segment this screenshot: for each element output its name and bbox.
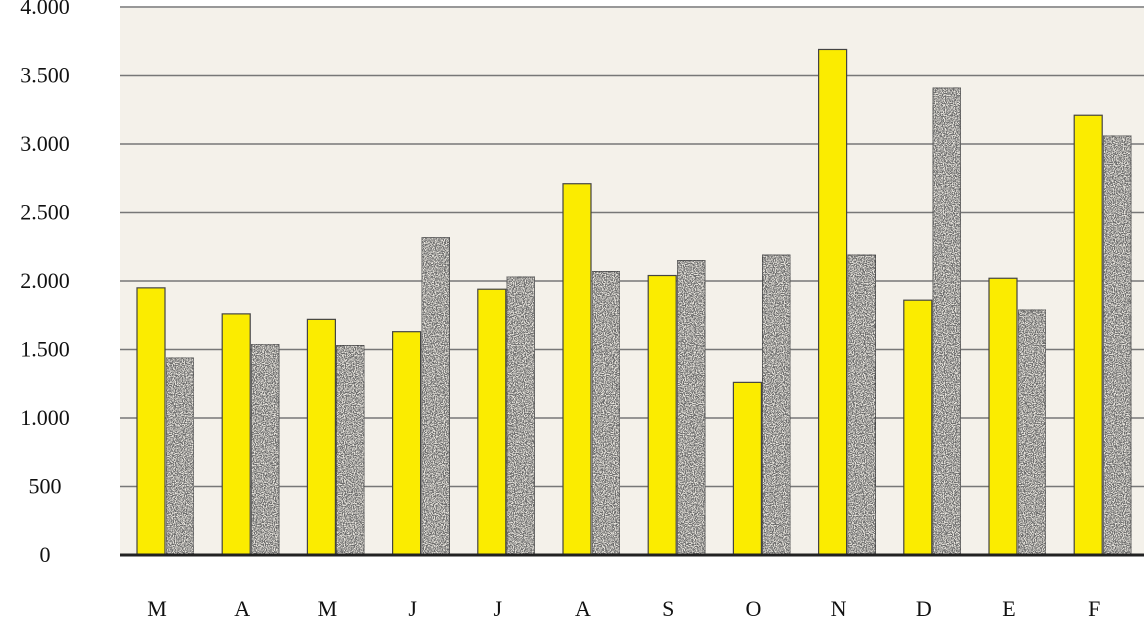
y-tick-label: 2.000 [20, 268, 70, 293]
bar-series-1 [221, 313, 251, 556]
bar-series-2 [506, 276, 536, 556]
x-tick-label: S [662, 596, 674, 621]
y-tick-label: 0 [40, 542, 51, 567]
x-tick-label: J [494, 596, 503, 621]
bar-series-2 [676, 259, 706, 556]
bar-series-1 [732, 381, 763, 556]
bar-series-1 [392, 331, 422, 556]
plot-background [120, 8, 1144, 556]
bar-series-1 [647, 274, 677, 556]
y-tick-label: 1.000 [20, 405, 70, 430]
bar-series-1 [817, 48, 848, 556]
bar-series-1 [562, 183, 592, 556]
bar-series-2 [1102, 135, 1132, 556]
x-tick-label: D [916, 596, 932, 621]
x-tick-label: J [408, 596, 417, 621]
y-tick-label: 3.500 [20, 63, 70, 88]
bar-series-2 [932, 87, 962, 556]
bar-series-2 [165, 357, 195, 556]
x-tick-label: E [1002, 596, 1015, 621]
x-tick-label: M [147, 596, 167, 621]
x-tick-label: O [745, 596, 761, 621]
bar-series-1 [1073, 114, 1103, 556]
bars [136, 48, 1132, 556]
x-tick-label: A [234, 596, 250, 621]
gridlines [120, 6, 1144, 488]
y-tick-label: 1.500 [20, 337, 70, 362]
bar-series-2 [421, 236, 451, 556]
y-tick-label: 3.000 [20, 131, 70, 156]
bar-series-1 [903, 299, 933, 556]
y-tick-label: 2.500 [20, 200, 70, 225]
bar-series-1 [988, 277, 1018, 556]
bar-series-2 [335, 344, 365, 556]
bar-series-2 [250, 343, 280, 556]
x-tick-label: M [318, 596, 338, 621]
y-tick-label: 4.000 [20, 0, 70, 19]
bar-series-2 [761, 254, 792, 556]
x-tick-label: F [1088, 596, 1100, 621]
bar-series-1 [306, 318, 336, 556]
y-tick-label: 500 [29, 474, 62, 499]
bar-series-2 [846, 254, 877, 556]
y-axis-tick-labels: 0 500 1.000 1.500 2.000 2.500 3.000 3.500 4.000 [20, 0, 70, 567]
bar-series-1 [136, 287, 166, 556]
bar-series-2 [591, 270, 621, 556]
x-tick-label: N [831, 596, 847, 621]
bar-series-2 [1017, 309, 1047, 556]
x-tick-label: A [575, 596, 591, 621]
bar-series-1 [477, 288, 507, 556]
